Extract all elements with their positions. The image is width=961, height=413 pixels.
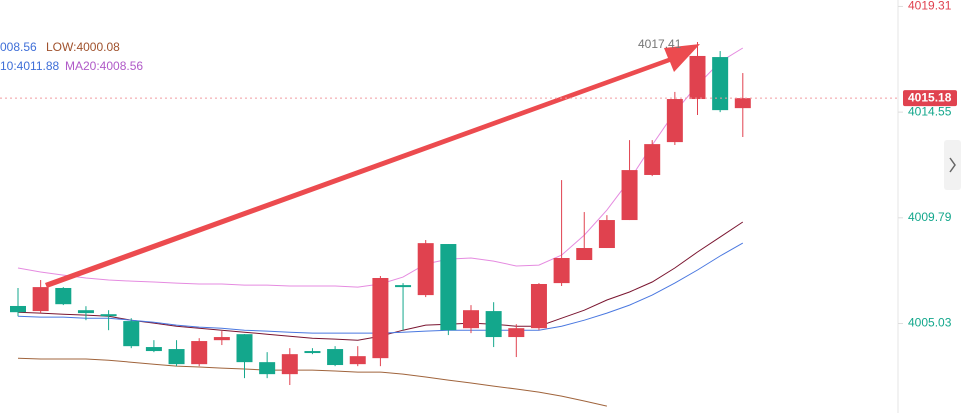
candle-body	[32, 287, 49, 312]
candle-body	[327, 349, 344, 366]
legend-item: 008.56	[0, 40, 37, 54]
scroll-button[interactable]	[944, 140, 961, 190]
candle-body	[304, 351, 321, 354]
y-tick-label: 4014.55	[908, 104, 952, 118]
candle-body	[712, 57, 729, 111]
candle-body	[485, 311, 502, 338]
y-tick-label: 4005.03	[908, 316, 952, 330]
high-annotation: 4017.41	[638, 37, 682, 51]
candle-body	[77, 310, 94, 314]
candle-body	[553, 258, 570, 284]
candle-body	[236, 334, 253, 363]
candle-body	[666, 99, 683, 143]
candle-body	[145, 347, 162, 352]
legend-item: 10:4011.88	[0, 59, 59, 73]
scroll-arrow	[949, 157, 956, 173]
candle-body	[689, 55, 706, 100]
candle-body	[55, 287, 72, 305]
candle-body	[734, 98, 751, 109]
candle-body	[530, 283, 547, 329]
y-tick-label: 4009.79	[908, 210, 952, 224]
candle-body	[417, 243, 434, 296]
candle-body	[100, 314, 117, 317]
candle-body	[644, 144, 661, 175]
price-axis: 4019.31 4014.55 4009.79 4005.03	[898, 0, 952, 330]
candle-body	[191, 341, 208, 365]
legend-item: MA20:4008.56	[65, 59, 143, 73]
candle-body	[508, 328, 525, 338]
overlay: 4017.41	[45, 37, 700, 288]
candle-body	[213, 337, 230, 341]
candles	[10, 41, 751, 386]
y-tick-label: 4019.31	[908, 0, 952, 13]
candle-body	[349, 356, 366, 365]
candle-body	[372, 277, 389, 359]
candle-body	[168, 349, 185, 365]
candle-body	[281, 354, 298, 375]
last-price-label: 4015.18	[908, 90, 952, 104]
candle-body	[395, 285, 412, 288]
candle-body	[440, 244, 457, 331]
indicator-line	[17, 357, 608, 407]
candle-body	[576, 248, 593, 261]
annotation-arrow	[45, 44, 700, 288]
candle-body	[621, 170, 638, 221]
last-price-box	[903, 90, 957, 107]
legend-item: LOW:4000.08	[46, 40, 120, 54]
candle-body	[463, 310, 479, 329]
candle-body	[259, 362, 276, 375]
candle-body	[10, 305, 26, 313]
candle-body	[598, 220, 615, 249]
candle-body	[123, 321, 140, 347]
